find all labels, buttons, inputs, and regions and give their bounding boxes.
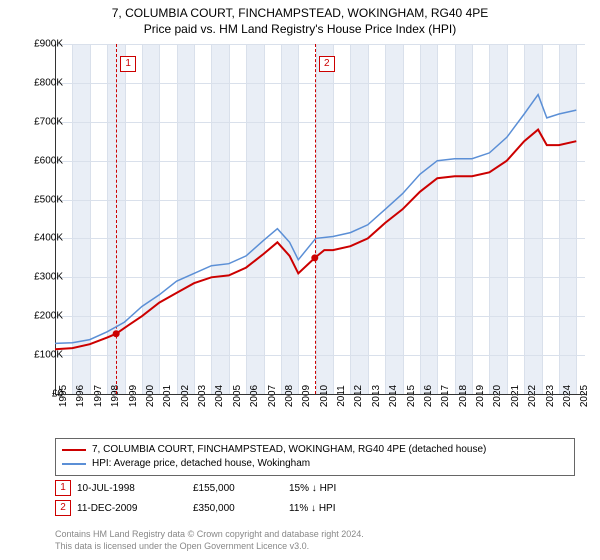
y-tick-label: £400K	[34, 233, 63, 244]
y-tick-label: £300K	[34, 272, 63, 283]
legend-item: HPI: Average price, detached house, Woki…	[62, 457, 568, 471]
sale-price: £155,000	[193, 483, 283, 494]
y-tick-label: £700K	[34, 116, 63, 127]
sale-dot	[311, 254, 318, 261]
y-tick-label: £200K	[34, 311, 63, 322]
y-tick-label: £900K	[34, 39, 63, 50]
chart-svg	[55, 44, 585, 394]
footnote: Contains HM Land Registry data © Crown c…	[55, 528, 364, 552]
sale-price: £350,000	[193, 503, 283, 514]
y-tick-label: £500K	[34, 194, 63, 205]
sale-row: 1 10-JUL-1998 £155,000 15% ↓ HPI	[55, 480, 336, 496]
y-tick-label: £0	[52, 389, 63, 400]
sale-date: 11-DEC-2009	[77, 503, 187, 514]
chart-title: 7, COLUMBIA COURT, FINCHAMPSTEAD, WOKING…	[0, 6, 600, 20]
sale-date: 10-JUL-1998	[77, 483, 187, 494]
legend-label: 7, COLUMBIA COURT, FINCHAMPSTEAD, WOKING…	[92, 443, 486, 457]
y-tick-label: £800K	[34, 77, 63, 88]
legend: 7, COLUMBIA COURT, FINCHAMPSTEAD, WOKING…	[55, 438, 575, 476]
sale-delta: 15% ↓ HPI	[289, 483, 336, 494]
footnote-line: Contains HM Land Registry data © Crown c…	[55, 528, 364, 540]
legend-swatch	[62, 449, 86, 451]
sale-id-box: 2	[55, 500, 71, 516]
legend-swatch	[62, 463, 86, 465]
sale-delta: 11% ↓ HPI	[289, 503, 336, 514]
series-hpi	[55, 95, 576, 344]
chart-subtitle: Price paid vs. HM Land Registry's House …	[0, 22, 600, 36]
footnote-line: This data is licensed under the Open Gov…	[55, 540, 364, 552]
y-tick-label: £600K	[34, 155, 63, 166]
legend-label: HPI: Average price, detached house, Woki…	[92, 457, 310, 471]
legend-item: 7, COLUMBIA COURT, FINCHAMPSTEAD, WOKING…	[62, 443, 568, 457]
chart: 1995199619971998199920002001200220032004…	[55, 44, 585, 394]
x-axis	[55, 394, 585, 395]
y-tick-label: £100K	[34, 350, 63, 361]
sale-row: 2 11-DEC-2009 £350,000 11% ↓ HPI	[55, 500, 336, 516]
sale-id-box: 1	[55, 480, 71, 496]
sale-dot	[113, 330, 120, 337]
